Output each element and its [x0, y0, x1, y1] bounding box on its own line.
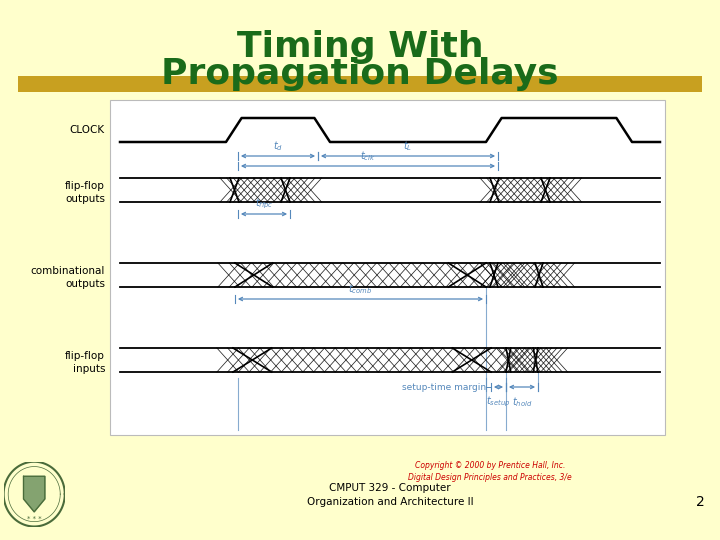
- Bar: [490, 178, 550, 202]
- Text: outputs: outputs: [65, 194, 105, 204]
- Bar: [490, 263, 543, 287]
- Text: Timing With: Timing With: [237, 30, 483, 64]
- Bar: [233, 348, 491, 372]
- Text: Organization and Architecture II: Organization and Architecture II: [307, 497, 473, 507]
- Text: $t_{comb}$: $t_{comb}$: [348, 282, 373, 296]
- Text: 2: 2: [696, 495, 704, 509]
- Text: $t_L$: $t_L$: [403, 139, 413, 153]
- Polygon shape: [24, 476, 45, 512]
- Text: combinational: combinational: [31, 266, 105, 276]
- Text: $t_{setup}$: $t_{setup}$: [486, 395, 510, 409]
- Text: setup-time margin: setup-time margin: [402, 382, 486, 392]
- Bar: [110, 100, 665, 435]
- Text: Digital Design Principles and Practices, 3/e: Digital Design Principles and Practices,…: [408, 472, 572, 482]
- Bar: [506, 348, 538, 372]
- Text: inputs: inputs: [73, 364, 105, 374]
- Text: Copyright © 2000 by Prentice Hall, Inc.: Copyright © 2000 by Prentice Hall, Inc.: [415, 461, 565, 469]
- Bar: [230, 178, 290, 202]
- Text: Propagation Delays: Propagation Delays: [161, 57, 559, 91]
- Text: $t_{ffpc}$: $t_{ffpc}$: [255, 197, 274, 211]
- Bar: [235, 263, 486, 287]
- Text: $t_{clk}$: $t_{clk}$: [360, 149, 376, 163]
- Text: flip-flop: flip-flop: [65, 351, 105, 361]
- Bar: [18, 76, 702, 92]
- Text: CMPUT 329 - Computer: CMPUT 329 - Computer: [329, 483, 451, 493]
- Text: CLOCK: CLOCK: [70, 125, 105, 135]
- Text: $t_d$: $t_d$: [273, 139, 283, 153]
- Text: flip-flop: flip-flop: [65, 181, 105, 191]
- Text: outputs: outputs: [65, 279, 105, 289]
- Text: * * *: * * *: [27, 516, 42, 522]
- Text: $t_{hold}$: $t_{hold}$: [512, 395, 532, 409]
